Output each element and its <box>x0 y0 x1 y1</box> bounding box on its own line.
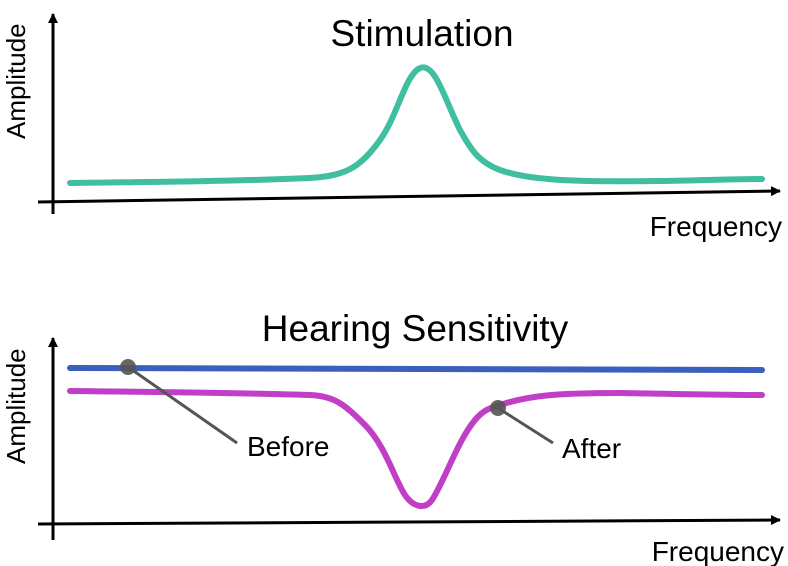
after-curve <box>67 388 765 509</box>
top-panel: Stimulation Frequency Amplitude <box>1 13 782 242</box>
bottom-x-axis-label: Frequency <box>652 536 784 566</box>
after-label: After <box>562 433 621 464</box>
top-x-axis <box>37 186 781 204</box>
top-y-axis-label: Amplitude <box>1 23 31 139</box>
top-title: Stimulation <box>330 13 513 54</box>
after-leader-line <box>497 406 554 445</box>
bottom-x-axis <box>37 515 781 526</box>
bottom-panel: Hearing Sensitivity Frequency Amplitude … <box>1 308 784 566</box>
before-leader-line <box>127 365 238 445</box>
bottom-title: Hearing Sensitivity <box>262 308 569 349</box>
bottom-y-axis-label: Amplitude <box>1 348 31 464</box>
before-marker <box>120 359 136 375</box>
top-x-axis-label: Frequency <box>650 211 782 242</box>
before-label: Before <box>247 431 330 462</box>
stimulation-curve <box>67 64 765 186</box>
after-marker <box>490 400 506 416</box>
before-curve <box>67 365 765 373</box>
